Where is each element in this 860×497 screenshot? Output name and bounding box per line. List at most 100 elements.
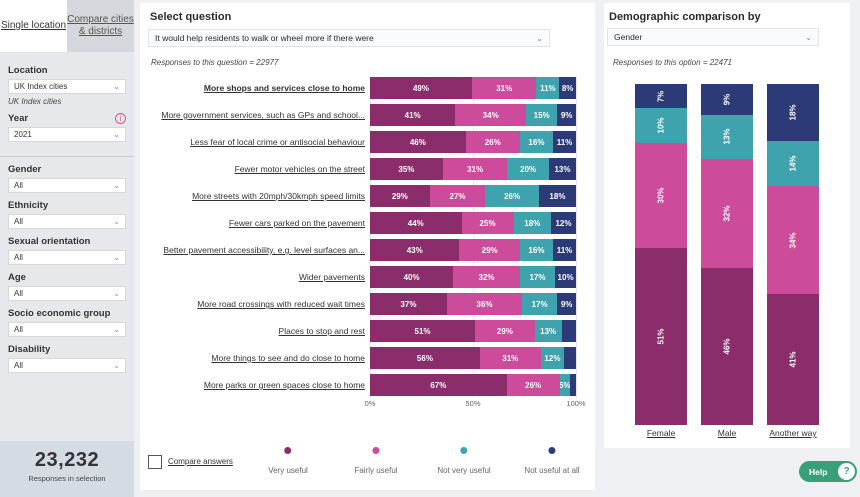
ethnicity-select[interactable]: All ⌄ xyxy=(8,214,126,229)
bar-segment[interactable]: 10% xyxy=(555,266,576,288)
column-segment[interactable]: 13% xyxy=(701,114,753,160)
stacked-column[interactable]: 41% 34% 14% 18% xyxy=(767,84,819,425)
bar-segment[interactable]: 34% xyxy=(455,104,527,126)
disability-select[interactable]: All ⌄ xyxy=(8,358,126,373)
bar-segment[interactable]: 31% xyxy=(479,347,541,369)
bar-segment[interactable]: 51% xyxy=(370,320,476,342)
bar-segment[interactable]: 13% xyxy=(548,158,576,180)
stacked-bar[interactable]: 56% 31% 12% xyxy=(370,347,576,369)
tab-compare-cities[interactable]: Compare cities & districts xyxy=(67,0,134,52)
bar-segment[interactable]: 9% xyxy=(557,104,576,126)
column-segment[interactable]: 46% xyxy=(701,268,753,425)
bar-segment[interactable]: 29% xyxy=(459,239,520,261)
bar-segment[interactable]: 26% xyxy=(465,131,520,153)
location-select[interactable]: UK Index cities ⌄ xyxy=(8,79,126,94)
column-segment[interactable]: 34% xyxy=(767,186,819,295)
bar-segment[interactable]: 17% xyxy=(519,266,556,288)
question-select[interactable]: It would help residents to walk or wheel… xyxy=(148,29,550,47)
bar-segment[interactable]: 26% xyxy=(485,185,539,207)
stacked-bar[interactable]: 51% 29% 13% xyxy=(370,320,576,342)
bar-segment[interactable]: 11% xyxy=(553,239,576,261)
column-segment[interactable]: 32% xyxy=(701,159,753,269)
column-segment[interactable]: 10% xyxy=(635,108,687,144)
help-button[interactable]: Help ? xyxy=(799,461,857,482)
bar-segment[interactable]: 36% xyxy=(446,293,522,315)
column-segment[interactable]: 14% xyxy=(767,141,819,186)
stacked-bar[interactable]: 44% 25% 18% 12% xyxy=(370,212,576,234)
bar-segment[interactable]: 26% xyxy=(506,374,560,396)
stacked-bar[interactable]: 37% 36% 17% 9% xyxy=(370,293,576,315)
row-label[interactable]: More road crossings with reduced wait ti… xyxy=(197,299,365,309)
bar-segment[interactable]: 8% xyxy=(559,77,576,99)
bar-segment[interactable]: 13% xyxy=(534,320,562,342)
bar-segment[interactable]: 5% xyxy=(559,374,570,396)
stacked-column[interactable]: 51% 30% 10% 7% xyxy=(635,84,687,425)
bar-segment[interactable]: 11% xyxy=(536,77,560,99)
info-icon[interactable]: i xyxy=(115,113,126,124)
bar-segment[interactable]: 16% xyxy=(519,131,554,153)
stacked-bar[interactable]: 29% 27% 26% 18% xyxy=(370,185,576,207)
bar-segment[interactable]: 29% xyxy=(370,185,430,207)
row-label[interactable]: More shops and services close to home xyxy=(203,83,365,93)
column-segment[interactable]: 18% xyxy=(767,84,819,142)
bar-segment[interactable]: 12% xyxy=(540,347,565,369)
stacked-bar[interactable]: 41% 34% 15% 9% xyxy=(370,104,576,126)
bar-segment[interactable]: 27% xyxy=(429,185,486,207)
bar-segment[interactable]: 18% xyxy=(513,212,552,234)
bar-segment[interactable]: 49% xyxy=(370,77,472,99)
demographic-select[interactable]: Gender ⌄ xyxy=(607,28,819,46)
bar-segment[interactable]: 11% xyxy=(553,131,576,153)
row-label[interactable]: Wider pavements xyxy=(298,272,365,282)
bar-segment[interactable]: 15% xyxy=(526,104,558,126)
age-select[interactable]: All ⌄ xyxy=(8,286,126,301)
column-segment[interactable]: 51% xyxy=(635,247,687,425)
bar-segment[interactable]: 20% xyxy=(507,158,549,180)
bar-segment[interactable] xyxy=(569,374,576,396)
row-label[interactable]: More streets with 20mph/30kmph speed lim… xyxy=(192,191,365,201)
bar-segment[interactable]: 16% xyxy=(519,239,554,261)
bar-segment[interactable]: 17% xyxy=(521,293,558,315)
sexual-orientation-select[interactable]: All ⌄ xyxy=(8,250,126,265)
row-label[interactable]: More parks or green spaces close to home xyxy=(203,380,365,390)
bar-segment[interactable] xyxy=(564,347,576,369)
bar-segment[interactable]: 35% xyxy=(370,158,443,180)
stacked-column[interactable]: 46% 32% 13% 9% xyxy=(701,84,753,425)
socio-economic-select[interactable]: All ⌄ xyxy=(8,322,126,337)
column-segment[interactable]: 9% xyxy=(701,84,753,115)
column-segment[interactable]: 7% xyxy=(635,84,687,109)
tab-single-location[interactable]: Single location xyxy=(0,0,67,52)
column-segment[interactable]: 41% xyxy=(767,294,819,425)
row-label[interactable]: Fewer motor vehicles on the street xyxy=(234,164,365,174)
row-label[interactable]: Fewer cars parked on the pavement xyxy=(228,218,365,228)
bar-segment[interactable]: 56% xyxy=(370,347,480,369)
bar-segment[interactable]: 31% xyxy=(471,77,537,99)
bar-segment[interactable]: 46% xyxy=(370,131,466,153)
bar-segment[interactable]: 25% xyxy=(461,212,514,234)
compare-answers-label[interactable]: Compare answers xyxy=(168,457,233,466)
row-label[interactable]: Places to stop and rest xyxy=(278,326,365,336)
row-label[interactable]: More things to see and do close to home xyxy=(211,353,365,363)
row-label[interactable]: Better pavement accessibility, e.g. leve… xyxy=(163,245,365,255)
stacked-bar[interactable]: 35% 31% 20% 13% xyxy=(370,158,576,180)
stacked-bar[interactable]: 40% 32% 17% 10% xyxy=(370,266,576,288)
bar-segment[interactable]: 32% xyxy=(453,266,520,288)
bar-segment[interactable]: 40% xyxy=(370,266,454,288)
compare-answers-checkbox[interactable] xyxy=(148,455,162,469)
stacked-bar[interactable]: 67% 26% 5% xyxy=(370,374,576,396)
bar-segment[interactable]: 9% xyxy=(557,293,576,315)
bar-segment[interactable]: 18% xyxy=(538,185,576,207)
gender-select[interactable]: All ⌄ xyxy=(8,178,126,193)
bar-segment[interactable]: 41% xyxy=(370,104,456,126)
bar-segment[interactable]: 37% xyxy=(370,293,447,315)
year-select[interactable]: 2021 ⌄ xyxy=(8,127,126,142)
bar-segment[interactable]: 44% xyxy=(370,212,462,234)
row-label[interactable]: Less fear of local crime or antisocial b… xyxy=(190,137,365,147)
stacked-bar[interactable]: 43% 29% 16% 11% xyxy=(370,239,576,261)
stacked-bar[interactable]: 49% 31% 11% 8% xyxy=(370,77,576,99)
bar-segment[interactable]: 12% xyxy=(551,212,576,234)
bar-segment[interactable]: 29% xyxy=(475,320,535,342)
bar-segment[interactable] xyxy=(561,320,576,342)
bar-segment[interactable]: 67% xyxy=(370,374,507,396)
bar-segment[interactable]: 31% xyxy=(442,158,508,180)
stacked-bar[interactable]: 46% 26% 16% 11% xyxy=(370,131,576,153)
